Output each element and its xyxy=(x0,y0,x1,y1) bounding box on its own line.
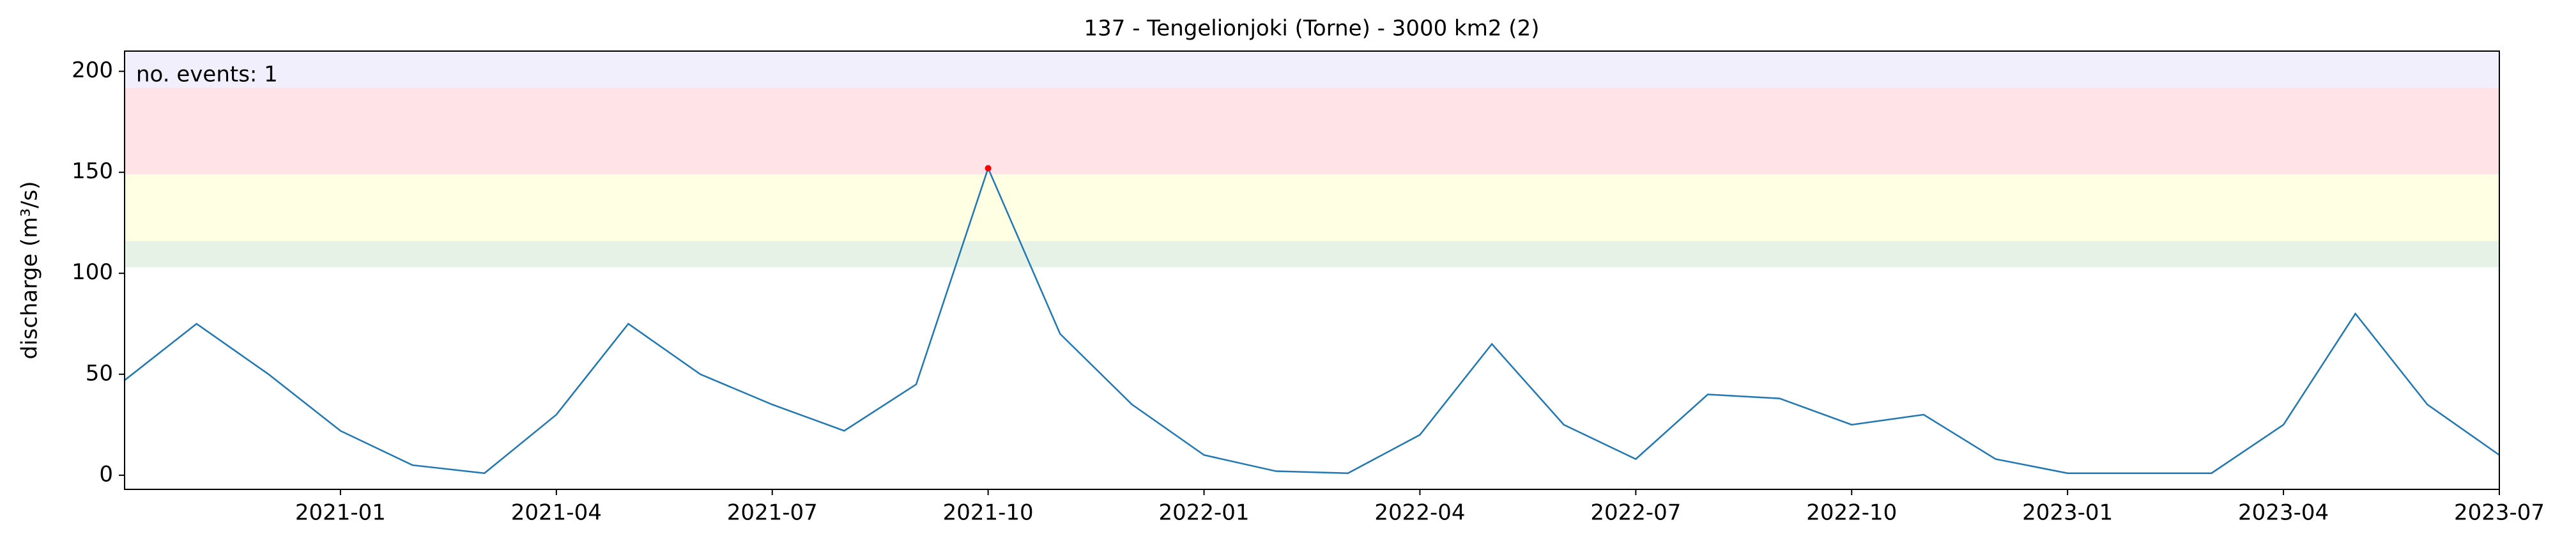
x-tick-label: 2021-04 xyxy=(511,500,602,526)
y-tick-label: 150 xyxy=(72,158,113,184)
discharge-line xyxy=(124,165,2500,475)
annotation: no. events: 1 xyxy=(136,62,278,88)
x-tick-label: 2022-01 xyxy=(1159,500,1250,526)
x-tick-label: 2023-01 xyxy=(2022,500,2113,526)
threshold-band xyxy=(125,241,2499,268)
x-tick-label: 2021-07 xyxy=(727,500,818,526)
x-tick-label: 2023-07 xyxy=(2454,500,2545,526)
x-tick-label: 2023-04 xyxy=(2238,500,2329,526)
x-tick-label: 2021-10 xyxy=(943,500,1034,526)
chart-title: 137 - Tengelionjoki (Torne) - 3000 km2 (… xyxy=(1084,16,1540,42)
y-tick-label: 100 xyxy=(72,259,113,285)
y-tick-label: 50 xyxy=(86,360,113,386)
plot-frame xyxy=(124,50,2500,490)
y-tick-label: 0 xyxy=(99,461,113,487)
y-tick-label: 200 xyxy=(72,57,113,83)
threshold-band xyxy=(125,174,2499,241)
y-axis-label: discharge (m³/s) xyxy=(17,181,43,360)
event-point xyxy=(985,165,992,172)
x-tick-label: 2022-04 xyxy=(1374,500,1465,526)
x-tick-label: 2021-01 xyxy=(295,500,386,526)
x-tick-label: 2022-10 xyxy=(1806,500,1897,526)
threshold-band xyxy=(125,87,2499,174)
x-tick-label: 2022-07 xyxy=(1590,500,1681,526)
threshold-band xyxy=(125,51,2499,88)
